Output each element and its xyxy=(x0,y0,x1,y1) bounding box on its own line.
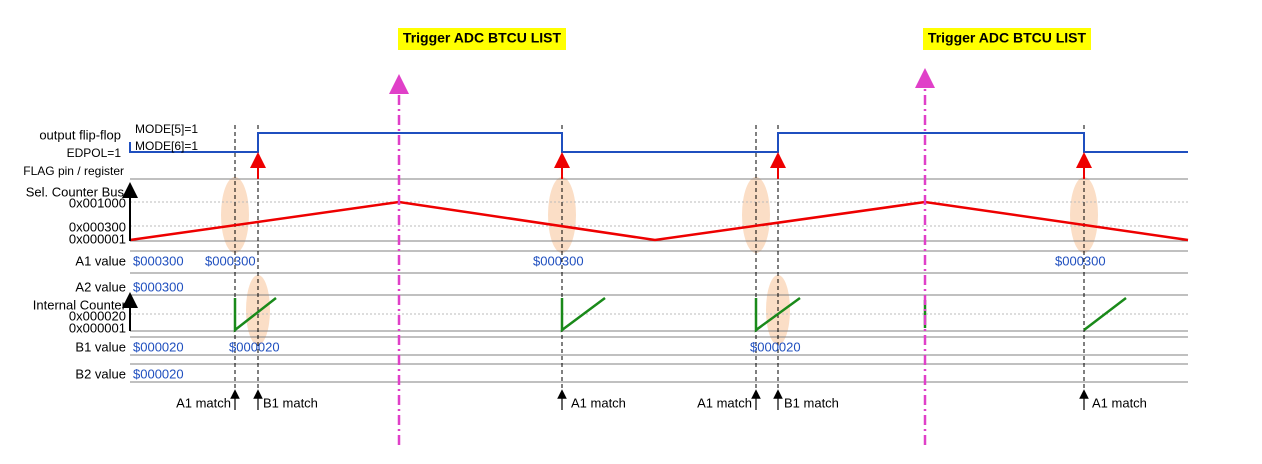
trigger-label: Trigger ADC BTCU LIST xyxy=(403,30,562,46)
register-value: $000020 xyxy=(133,366,184,381)
row-label: B2 value xyxy=(75,366,126,381)
register-value: $000020 xyxy=(133,339,184,354)
axis-label: 0x000001 xyxy=(69,231,126,246)
flip-flop-signal xyxy=(129,132,1188,153)
counter-bus-signal xyxy=(129,200,1189,242)
match-label: A1 match xyxy=(1092,395,1147,410)
match-label: A1 match xyxy=(176,395,231,410)
flag-arrows xyxy=(250,152,1092,179)
row-label: Sel. Counter Bus xyxy=(26,184,125,199)
row-label: B1 value xyxy=(75,339,126,354)
register-value: $000300 xyxy=(205,253,256,268)
trigger-label: Trigger ADC BTCU LIST xyxy=(928,30,1087,46)
row-label: A1 value xyxy=(75,253,126,268)
mode-label: MODE[6]=1 xyxy=(135,139,198,153)
match-label: B1 match xyxy=(784,395,839,410)
match-arrows xyxy=(230,389,1089,410)
axis-label: 0x001000 xyxy=(69,195,126,210)
register-value: $000300 xyxy=(533,253,584,268)
bursts xyxy=(221,177,1098,345)
match-label: A1 match xyxy=(571,395,626,410)
match-label: B1 match xyxy=(263,395,318,410)
axis-label: 0x000001 xyxy=(69,320,126,335)
trigger-box xyxy=(398,28,566,50)
row-label: output flip-flop xyxy=(39,127,121,142)
register-value: $000300 xyxy=(133,279,184,294)
row-label: FLAG pin / register xyxy=(23,164,124,178)
match-dashes xyxy=(234,125,1085,392)
register-value: $000300 xyxy=(1055,253,1106,268)
trigger-box xyxy=(923,28,1091,50)
row-label: A2 value xyxy=(75,279,126,294)
axis-label: 0x000300 xyxy=(69,219,126,234)
match-label: A1 match xyxy=(697,395,752,410)
register-value: $000300 xyxy=(133,253,184,268)
axis-label: 0x000020 xyxy=(69,308,126,323)
row-label: Internal Counter xyxy=(33,297,127,312)
row-lines xyxy=(130,178,1188,383)
internal-counter-signal xyxy=(233,296,1127,333)
mode-label: MODE[5]=1 xyxy=(135,122,198,136)
register-value: $000020 xyxy=(750,339,801,354)
register-value: $000020 xyxy=(229,339,280,354)
row-label: EDPOL=1 xyxy=(67,146,122,160)
trigger-lines xyxy=(389,68,935,445)
